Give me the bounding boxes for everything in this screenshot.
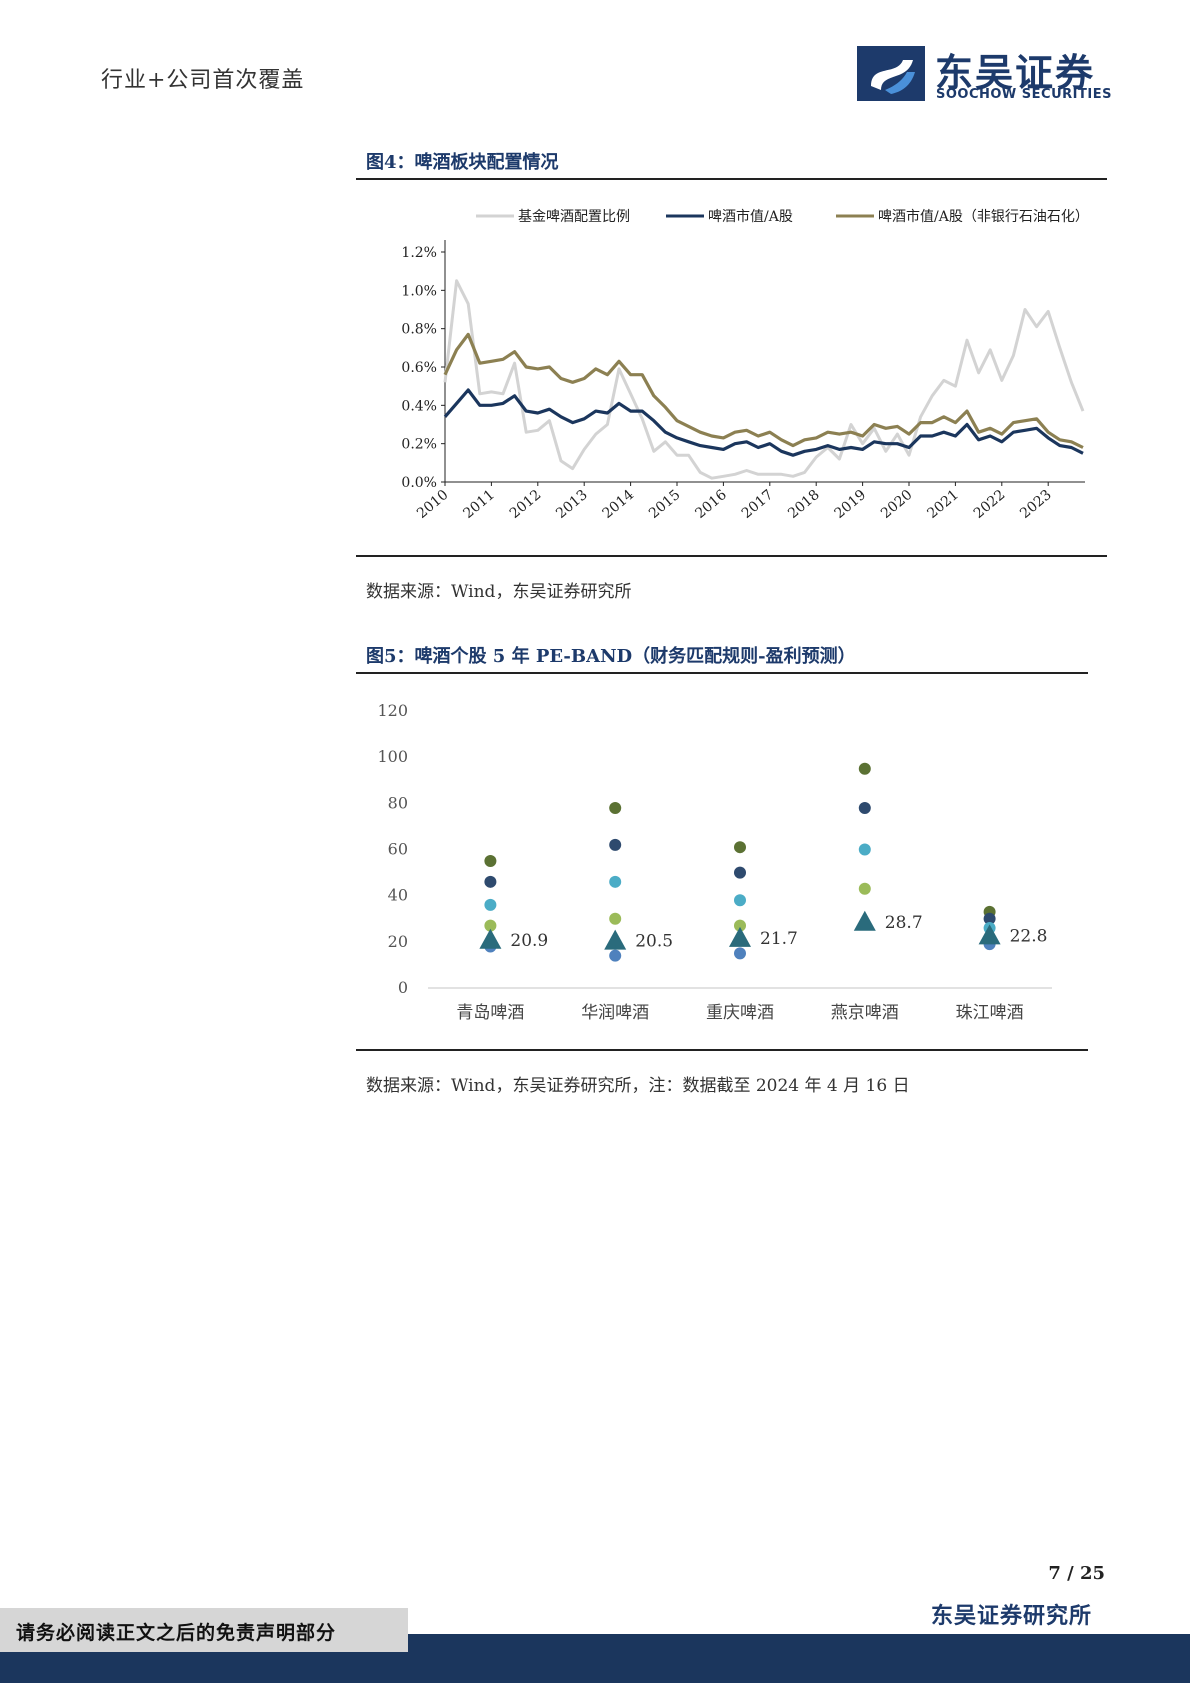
y-tick-label: 120 <box>377 701 408 720</box>
y-tick-label: 1.2% <box>401 245 437 261</box>
band-dot-2 <box>983 912 996 925</box>
current-pe-label: 20.9 <box>510 931 548 951</box>
category-label: 珠江啤酒 <box>956 1003 1024 1023</box>
figure5-scatter-chart: 0 20 40 60 80 100 120 青岛啤酒 华润啤酒 重庆啤酒 燕京啤酒 珠江啤酒 20.9 2… <box>377 701 1052 1023</box>
y-tick-label: 0.6% <box>401 360 437 376</box>
current-pe-triangle <box>479 928 502 949</box>
header-section-title: 行业+公司首次覆盖 <box>101 68 305 93</box>
figure4-title: 图4：啤酒板块配置情况 <box>366 152 559 173</box>
x-tick-label: 2010 <box>414 487 452 522</box>
figure5-title: 图5：啤酒个股 5 年 PE-BAND（财务匹配规则-盈利预测） <box>366 646 856 667</box>
band-dot-4 <box>858 882 871 895</box>
y-tick-label: 20 <box>388 932 408 951</box>
logo-cn-text: 东吴证券 <box>935 51 1096 95</box>
band-dot-4 <box>609 912 622 925</box>
y-tick-label: 40 <box>388 886 408 905</box>
x-tick-label: 2011 <box>460 487 498 522</box>
legend-label-3: 啤酒市值/A股（非银行石油石化） <box>878 208 1089 225</box>
band-dot-2 <box>734 866 746 879</box>
y-tick-label: 80 <box>388 793 408 812</box>
y-tick-label: 0.8% <box>401 322 437 338</box>
legend-label-1: 基金啤酒配置比例 <box>518 208 630 225</box>
figure4-top-rule <box>356 178 1107 180</box>
current-pe-triangle <box>853 910 876 931</box>
x-tick-label: 2014 <box>600 487 638 522</box>
category-label: 青岛啤酒 <box>456 1003 524 1023</box>
band-dot-2 <box>609 838 622 851</box>
x-tick-label: 2020 <box>878 487 916 522</box>
band-dot-1 <box>734 841 746 854</box>
current-pe-label: 22.8 <box>1010 926 1048 946</box>
band-dot-2 <box>858 801 871 814</box>
y-tick-label: 0.4% <box>401 398 437 414</box>
disclaimer-text: 请务必阅读正文之后的免责声明部分 <box>16 1622 337 1644</box>
band-dot-4 <box>734 919 746 932</box>
y-tick-label: 100 <box>377 747 408 766</box>
x-tick-label: 2012 <box>507 487 545 522</box>
band-dot-4 <box>484 919 497 932</box>
x-tick-label: 2023 <box>1017 487 1055 522</box>
band-dot-3 <box>484 898 497 911</box>
x-tick-label: 2015 <box>646 487 684 522</box>
current-pe-label: 28.7 <box>885 913 923 933</box>
disclaimer-box <box>0 1608 408 1652</box>
footer-org-name: 东吴证券研究所 <box>930 1603 1092 1629</box>
current-pe-triangle <box>978 924 1001 945</box>
band-dot-5 <box>734 947 746 960</box>
series-line-2 <box>443 388 1084 457</box>
figure5-source: 数据来源：Wind，东吴证券研究所，注：数据截至 2024 年 4 月 16 日 <box>366 1076 910 1096</box>
x-tick-label: 2022 <box>971 487 1009 522</box>
current-pe-triangle <box>604 929 627 950</box>
band-dot-1 <box>484 855 497 868</box>
y-tick-label: 0 <box>398 978 408 997</box>
figure4-source: 数据来源：Wind，东吴证券研究所 <box>366 582 632 602</box>
x-tick-label: 2013 <box>553 487 591 522</box>
current-pe-label: 21.7 <box>760 929 798 949</box>
y-tick-label: 60 <box>388 840 408 859</box>
figure5-top-rule <box>356 672 1088 674</box>
category-label: 燕京啤酒 <box>831 1003 899 1023</box>
band-dot-3 <box>858 843 871 856</box>
y-tick-label: 1.0% <box>401 283 437 299</box>
category-label: 重庆啤酒 <box>706 1003 774 1023</box>
band-dot-1 <box>858 762 871 775</box>
y-tick-label: 0.0% <box>401 475 437 491</box>
x-tick-label: 2017 <box>739 487 777 522</box>
current-pe-triangle <box>729 926 751 947</box>
series-line-3 <box>443 332 1084 449</box>
page-number: 7 / 25 <box>1048 1563 1105 1584</box>
legend-label-2: 啤酒市值/A股 <box>708 208 793 225</box>
x-tick-label: 2016 <box>692 487 730 522</box>
figure4-bottom-rule <box>356 555 1107 557</box>
band-dot-3 <box>734 894 746 907</box>
series-line-1 <box>443 279 1085 480</box>
x-tick-label: 2018 <box>785 487 823 522</box>
current-pe-label: 20.5 <box>635 932 673 952</box>
logo-en-text: SOOCHOW SECURITIES <box>936 87 1112 102</box>
band-dot-3 <box>609 875 622 888</box>
band-dot-2 <box>484 875 497 888</box>
figure4-line-chart: 基金啤酒配置比例 啤酒市值/A股 啤酒市值/A股（非银行石油石化） 0.0% 0.2% 0… <box>401 208 1089 522</box>
figure5-bottom-rule <box>356 1049 1088 1051</box>
y-tick-label: 0.2% <box>401 437 437 453</box>
x-tick-label: 2019 <box>832 487 870 522</box>
x-tick-label: 2021 <box>924 487 962 522</box>
soochow-logo-icon <box>857 46 925 101</box>
band-dot-5 <box>609 949 622 962</box>
category-label: 华润啤酒 <box>581 1003 649 1023</box>
band-dot-1 <box>609 801 622 814</box>
